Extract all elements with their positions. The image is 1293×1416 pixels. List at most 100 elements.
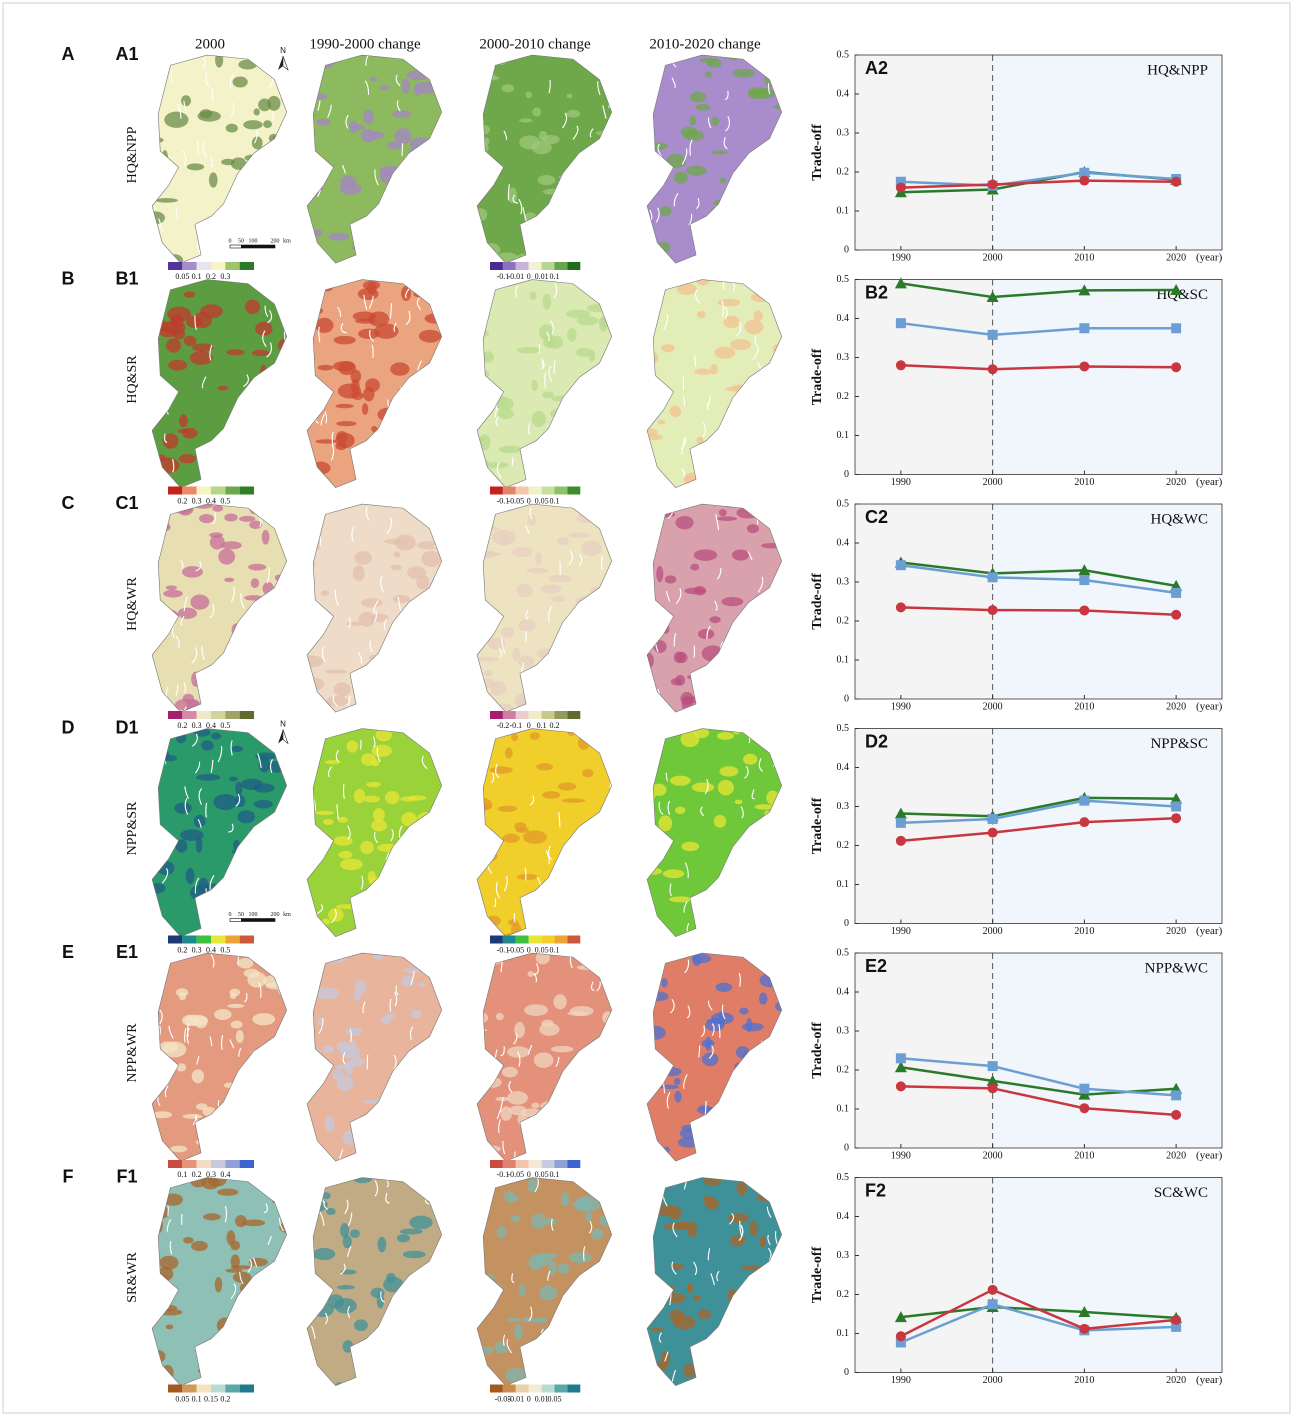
map-patch: [260, 842, 274, 851]
map-patch: [362, 449, 382, 460]
river: [776, 482, 780, 493]
map-patch: [658, 420, 666, 424]
shade-left: [855, 55, 993, 250]
map-patch: [604, 80, 620, 92]
legend-swatch: [211, 487, 225, 495]
map-patch: [744, 465, 752, 475]
map-patch: [720, 455, 729, 463]
river: [577, 1066, 581, 1081]
map-patch: [641, 601, 656, 612]
map-patch: [772, 1296, 779, 1304]
map-patch: [643, 868, 663, 875]
river: [281, 1121, 282, 1132]
map: [639, 1168, 789, 1394]
map-patch: [252, 1120, 266, 1131]
map-patch: [690, 1124, 713, 1136]
legend-swatch: [542, 487, 555, 495]
map-patch: [393, 595, 410, 603]
river: [551, 1356, 554, 1369]
river: [444, 1287, 448, 1302]
x-tick-label: 2020: [1166, 1375, 1186, 1386]
x-tick-label: 2020: [1166, 701, 1186, 712]
river: [433, 814, 436, 826]
map-patch: [318, 57, 324, 71]
map-patch: [407, 1295, 413, 1303]
map-patch: [431, 743, 437, 752]
river: [772, 667, 774, 683]
river: [566, 455, 568, 464]
map-base: [477, 729, 612, 937]
map: [470, 952, 619, 1181]
river: [388, 863, 393, 876]
map-patch: [369, 132, 384, 139]
map-patch: [681, 1125, 696, 1132]
map: [475, 1173, 622, 1394]
map-patch: [765, 862, 783, 871]
map-patch: [416, 600, 432, 609]
map: [296, 728, 451, 951]
map-patch: [710, 616, 721, 623]
legend-label: -0.2: [497, 721, 510, 730]
map-patch: [721, 597, 743, 606]
river: [658, 841, 661, 851]
map-base: [647, 729, 782, 937]
map-patch: [761, 543, 782, 548]
map-patch: [539, 1023, 559, 1036]
panel-title: SC&WC: [1154, 1185, 1208, 1201]
legend-swatch: [503, 262, 516, 270]
north-label: N: [280, 720, 286, 729]
river: [476, 687, 480, 700]
map-patch: [170, 1146, 187, 1153]
map-patch: [541, 584, 561, 593]
map-patch: [540, 230, 563, 245]
map-patch: [764, 734, 776, 741]
map-patch: [683, 472, 704, 483]
legend-label: 0.3: [192, 496, 202, 505]
legend-swatch: [542, 711, 555, 719]
river: [413, 198, 417, 214]
river: [388, 450, 392, 459]
map-patch: [364, 236, 383, 242]
map-patch: [707, 1019, 724, 1023]
map-patch: [481, 1146, 501, 1153]
map: [633, 271, 791, 503]
row-letter: D: [62, 717, 75, 737]
river: [429, 516, 432, 525]
river: [584, 611, 588, 621]
x-tick-label: 2000: [983, 1150, 1003, 1161]
map-base: [477, 55, 612, 263]
legend-label: -0.01: [507, 1394, 524, 1403]
point: [1171, 588, 1181, 598]
river: [243, 189, 246, 205]
point: [896, 1081, 906, 1091]
river: [340, 938, 342, 948]
river: [287, 430, 291, 445]
map-patch: [254, 1119, 265, 1128]
map-patch: [569, 180, 575, 188]
river: [417, 199, 419, 208]
map-patch: [566, 110, 580, 118]
map-patch: [775, 143, 788, 150]
y-tick-label: 0.5: [837, 49, 850, 60]
x-tick-label: 2020: [1166, 252, 1186, 263]
river: [266, 1099, 271, 1112]
map-patch: [355, 319, 375, 324]
map-patch: [728, 1213, 749, 1223]
shade-right: [993, 953, 1222, 1148]
river: [260, 1366, 262, 1375]
map-patch: [687, 1283, 694, 1294]
map-patch: [334, 682, 351, 696]
river: [659, 1058, 661, 1067]
map-patch: [745, 1358, 764, 1369]
map-patch: [656, 566, 663, 582]
map-patch: [558, 782, 576, 790]
map-patch: [643, 525, 652, 538]
river: [746, 883, 750, 899]
river: [541, 901, 545, 914]
map-patch: [255, 376, 277, 382]
map-patch: [519, 118, 532, 122]
map-patch: [497, 1226, 507, 1238]
legend-swatch: [182, 711, 196, 719]
map-patch: [153, 1305, 177, 1312]
map-patch: [439, 838, 451, 845]
